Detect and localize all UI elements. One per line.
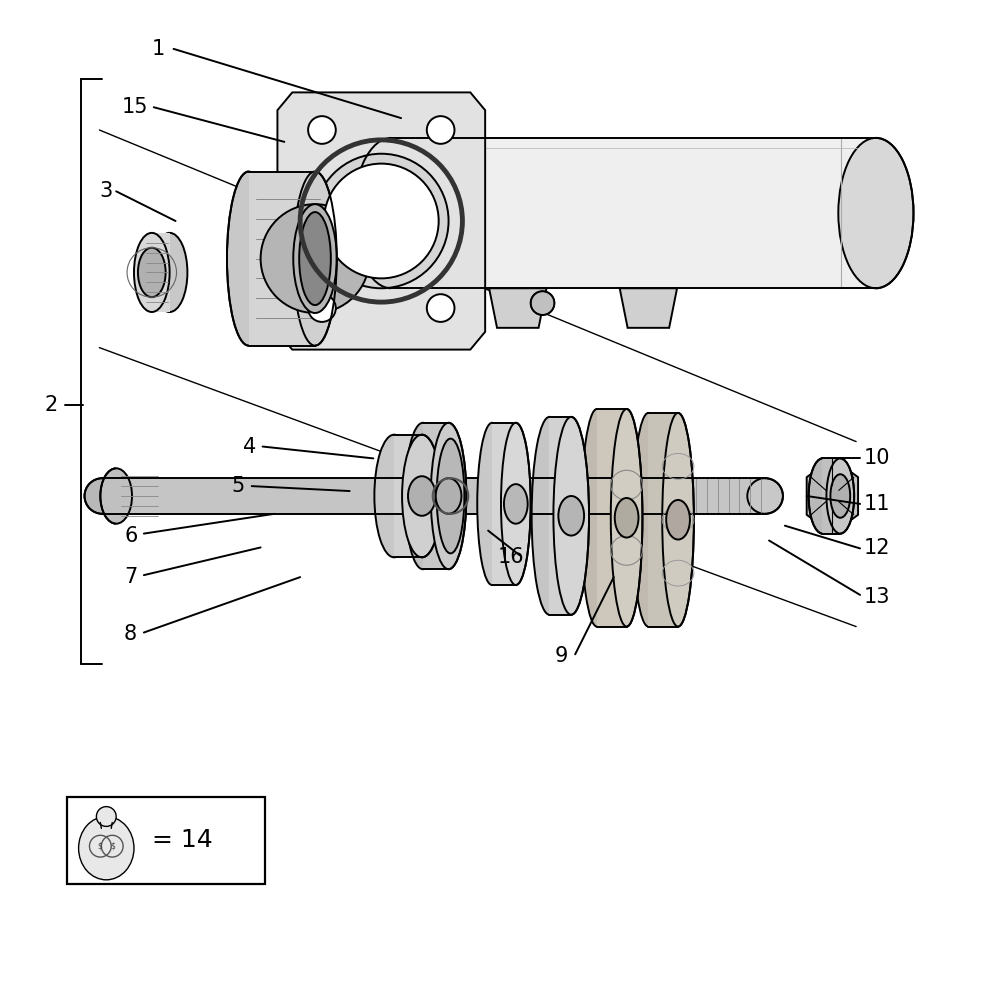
Polygon shape <box>152 233 170 312</box>
Polygon shape <box>489 289 546 327</box>
Text: 2: 2 <box>45 395 58 415</box>
Ellipse shape <box>633 413 664 627</box>
Bar <box>102 478 765 514</box>
Text: $: $ <box>111 841 116 851</box>
Text: 12: 12 <box>864 539 891 558</box>
Ellipse shape <box>402 434 442 558</box>
Ellipse shape <box>227 172 271 345</box>
Circle shape <box>314 154 449 289</box>
Circle shape <box>531 292 554 315</box>
Ellipse shape <box>581 409 613 627</box>
Ellipse shape <box>504 484 528 524</box>
Bar <box>391 138 876 289</box>
Circle shape <box>324 164 439 279</box>
Text: 1: 1 <box>152 39 165 59</box>
Ellipse shape <box>374 434 414 558</box>
Ellipse shape <box>477 423 507 585</box>
Circle shape <box>427 116 454 144</box>
Text: 6: 6 <box>124 526 137 546</box>
Ellipse shape <box>747 478 783 514</box>
Polygon shape <box>822 458 840 534</box>
Ellipse shape <box>408 476 436 516</box>
Text: 4: 4 <box>243 436 256 456</box>
Circle shape <box>261 204 369 313</box>
Ellipse shape <box>553 417 589 615</box>
Bar <box>423 423 449 569</box>
Text: = 14: = 14 <box>152 828 213 852</box>
Bar <box>394 434 422 558</box>
Text: 15: 15 <box>122 97 149 117</box>
Ellipse shape <box>293 204 337 313</box>
Ellipse shape <box>830 474 850 518</box>
Ellipse shape <box>96 806 116 826</box>
Text: 3: 3 <box>99 182 113 201</box>
Ellipse shape <box>138 248 166 298</box>
Ellipse shape <box>436 478 461 514</box>
Ellipse shape <box>532 417 567 615</box>
Ellipse shape <box>354 138 429 289</box>
Ellipse shape <box>100 468 132 524</box>
Ellipse shape <box>662 413 694 627</box>
Ellipse shape <box>152 233 187 312</box>
Ellipse shape <box>501 423 531 585</box>
Ellipse shape <box>405 423 441 569</box>
Ellipse shape <box>838 138 913 289</box>
Circle shape <box>308 116 336 144</box>
Bar <box>648 413 678 627</box>
Ellipse shape <box>431 423 466 569</box>
Polygon shape <box>620 289 677 327</box>
Text: 5: 5 <box>231 476 244 496</box>
Ellipse shape <box>611 409 642 627</box>
Circle shape <box>308 295 336 321</box>
Ellipse shape <box>826 458 854 534</box>
Text: 10: 10 <box>864 448 891 468</box>
Ellipse shape <box>809 458 836 534</box>
Text: 8: 8 <box>124 625 137 645</box>
Ellipse shape <box>134 233 170 312</box>
Text: 7: 7 <box>124 567 137 587</box>
Ellipse shape <box>558 496 584 536</box>
Ellipse shape <box>79 816 134 880</box>
Bar <box>549 417 571 615</box>
Text: $: $ <box>97 841 102 851</box>
Ellipse shape <box>85 478 120 514</box>
Ellipse shape <box>437 438 464 554</box>
Bar <box>67 797 265 884</box>
Bar <box>492 423 516 585</box>
Bar <box>597 409 627 627</box>
Polygon shape <box>249 172 315 345</box>
Text: 13: 13 <box>864 587 891 607</box>
Text: 11: 11 <box>864 494 891 514</box>
Ellipse shape <box>299 212 331 306</box>
Ellipse shape <box>666 500 690 540</box>
Polygon shape <box>807 458 858 534</box>
Ellipse shape <box>293 172 337 345</box>
Text: 9: 9 <box>554 646 568 667</box>
Text: 16: 16 <box>498 548 525 567</box>
Polygon shape <box>277 92 485 349</box>
Ellipse shape <box>615 498 638 538</box>
Circle shape <box>427 295 454 321</box>
